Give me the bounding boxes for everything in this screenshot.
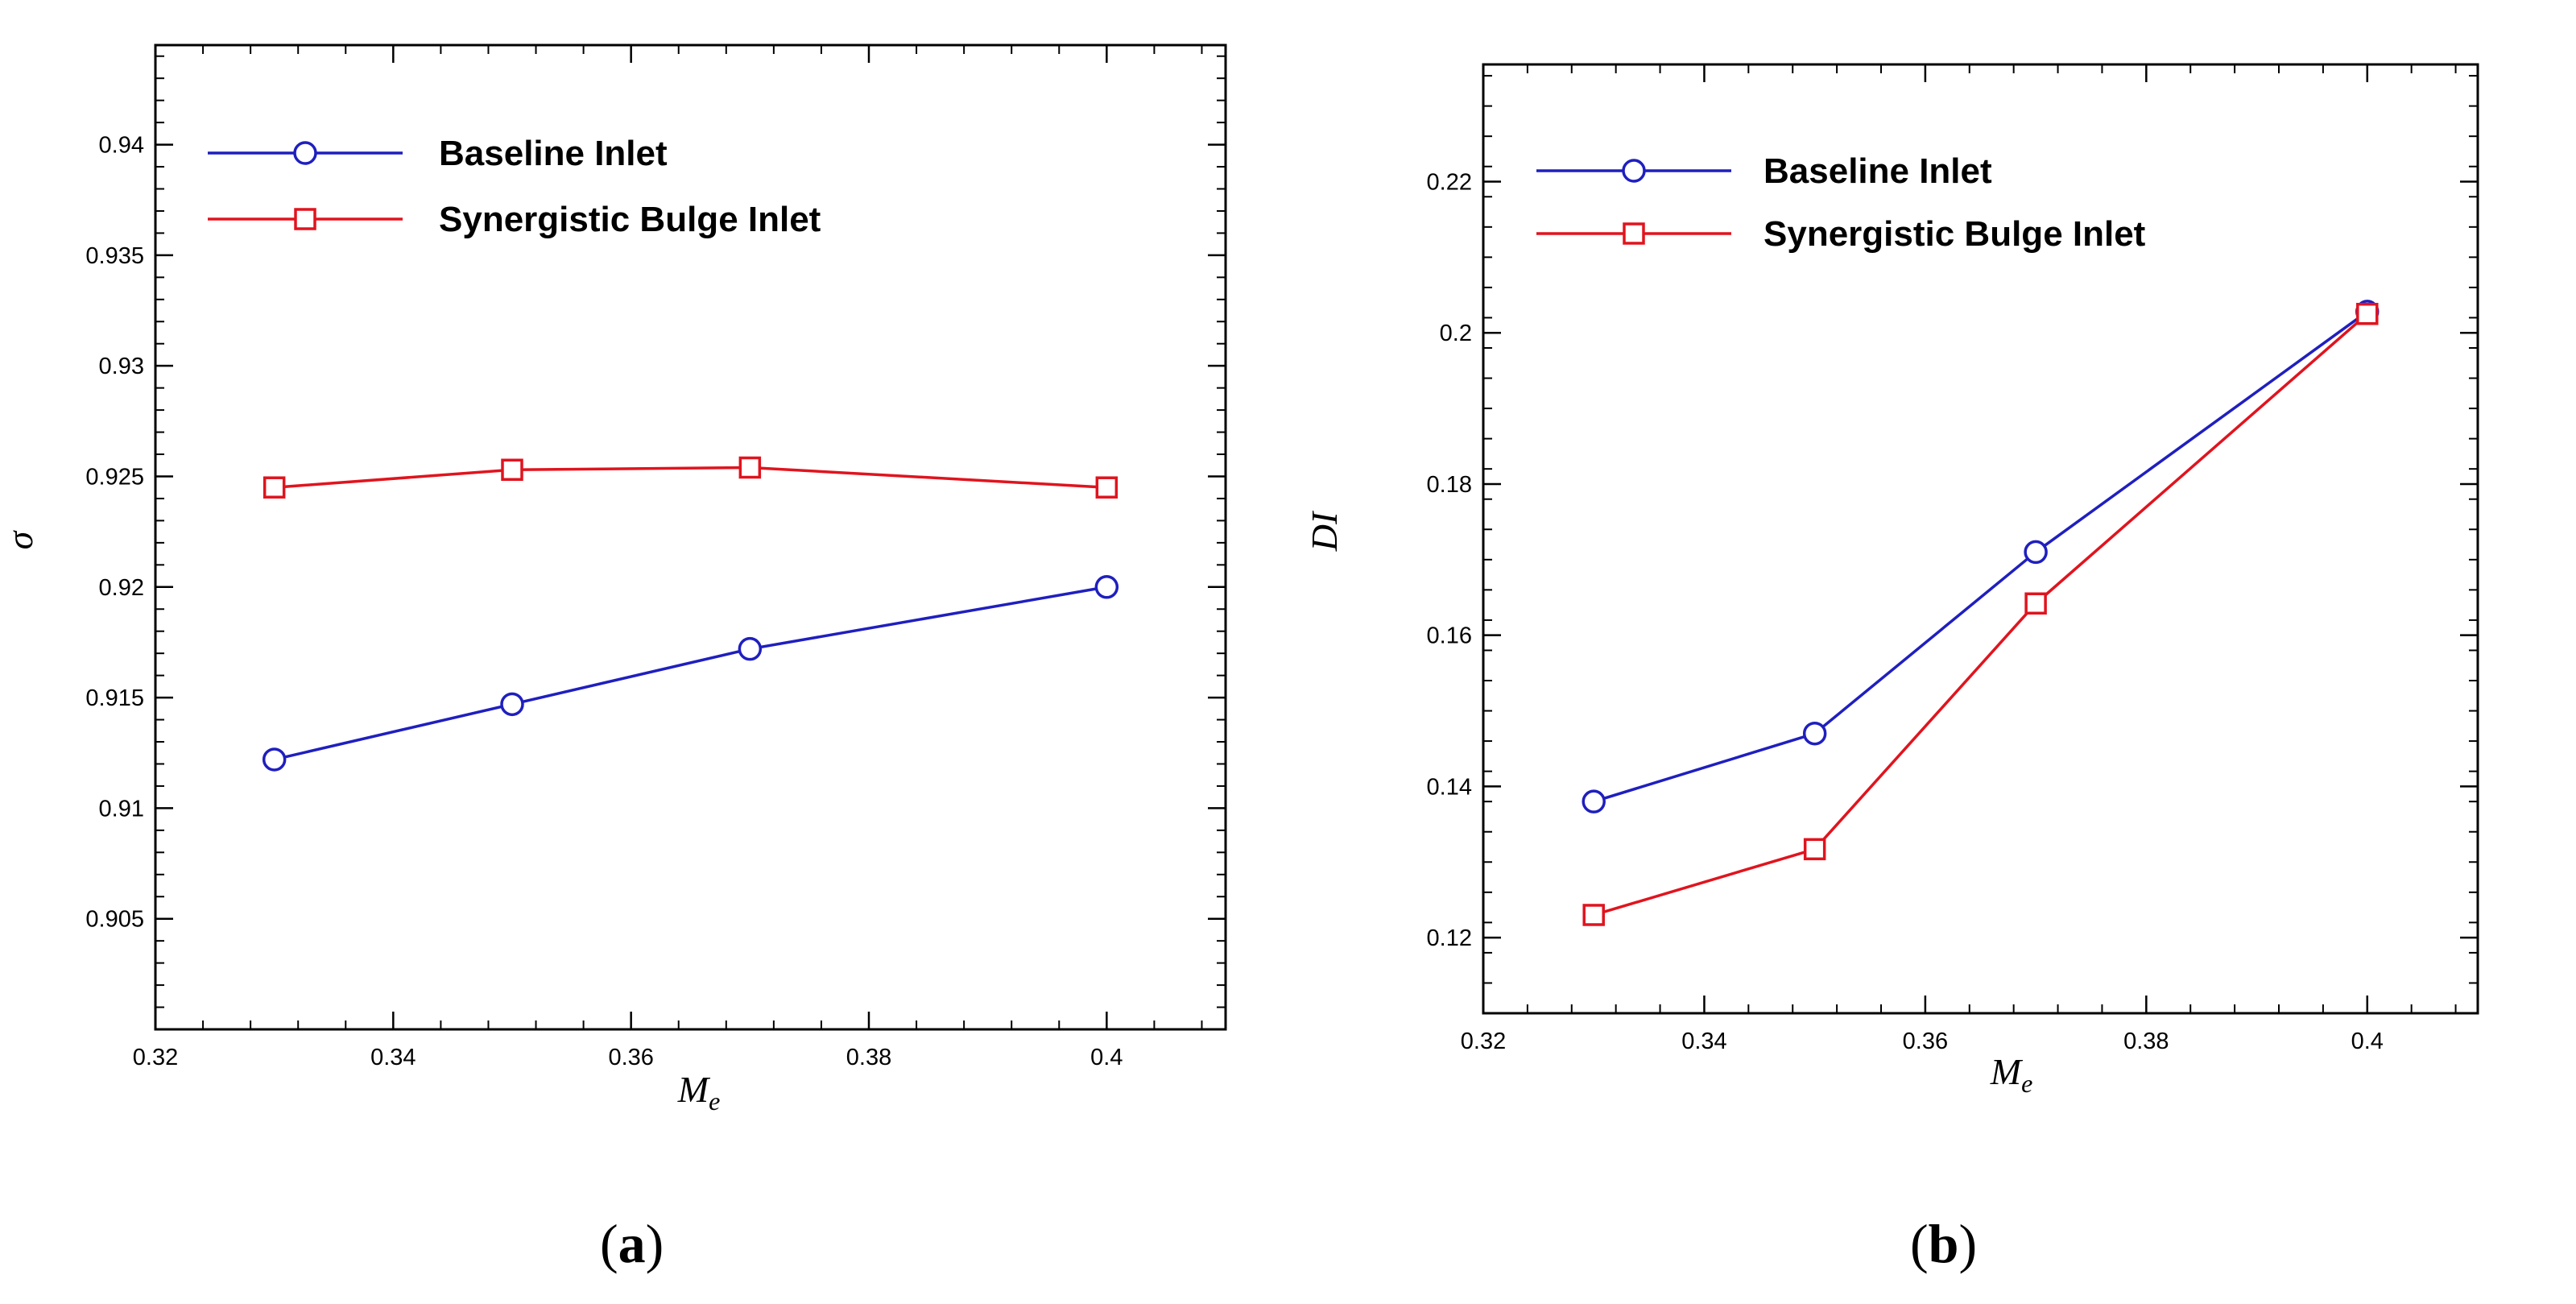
y-tick-label-a: 0.925: [85, 464, 144, 490]
x-tick-label-a: 0.34: [370, 1045, 416, 1070]
plot-frame-a: [154, 43, 1227, 1031]
y-tick-label-a: 0.935: [85, 243, 144, 269]
y-tick-label-a: 0.91: [99, 796, 144, 822]
series-line-a-0: [274, 586, 1107, 761]
chart-panel-a: 0.905 0.91 0.915 0.92 0.925 0.93 0.935 0.94 0.32…: [0, 43, 1227, 1274]
x-tick-label-a: 0.4: [1090, 1045, 1123, 1070]
series-line-a-1: [274, 466, 1107, 489]
y-tick-label-b: 0.16: [1427, 623, 1472, 649]
x-axis-title-a: Me: [677, 1069, 721, 1116]
x-tick-label-a: 0.32: [133, 1045, 178, 1070]
y-tick-label-a: 0.915: [85, 685, 144, 711]
x-tick-label-b: 0.36: [1903, 1029, 1948, 1054]
x-axis-title-subscript-b: e: [2021, 1069, 2032, 1098]
data-point-a-0: [738, 636, 763, 661]
y-tick-label-b: 0.2: [1440, 321, 1472, 346]
y-tick-label-a: 0.94: [99, 133, 144, 159]
y-axis-title-a: σ: [0, 529, 40, 549]
y-axis-title-b: DI: [1304, 510, 1345, 552]
y-tick-label-a: 0.905: [85, 907, 144, 933]
y-tick-label-b: 0.12: [1427, 925, 1472, 951]
x-tick-label-a: 0.38: [846, 1045, 891, 1070]
caption-b: (b): [1910, 1213, 1978, 1274]
x-axis-title-subscript-a: e: [709, 1087, 720, 1116]
legend-marker-b-0: [1622, 159, 1646, 183]
legend-marker-a-0: [293, 141, 317, 165]
y-tick-label-a: 0.93: [99, 354, 144, 379]
legend-marker-b-1: [1623, 222, 1645, 245]
data-point-a-1: [263, 476, 286, 499]
legend-marker-a-1: [294, 208, 316, 230]
data-point-b-1: [1803, 838, 1826, 861]
data-point-a-1: [738, 456, 762, 479]
data-point-b-0: [2024, 540, 2048, 565]
x-tick-label-b: 0.34: [1681, 1029, 1726, 1054]
series-line-b-1: [1593, 313, 2368, 917]
x-tick-label-b: 0.38: [2123, 1029, 2169, 1054]
y-tick-label-b: 0.22: [1427, 169, 1472, 195]
legend-label-b-1: Synergistic Bulge Inlet: [1764, 214, 2146, 254]
data-point-b-1: [2024, 592, 2047, 615]
legend-label-b-0: Baseline Inlet: [1764, 151, 1992, 191]
data-point-a-0: [500, 692, 524, 717]
x-tick-label-a: 0.36: [608, 1045, 653, 1070]
data-point-a-0: [1094, 575, 1119, 599]
series-line-b-0: [1593, 310, 2368, 803]
y-tick-label-a: 0.92: [99, 575, 144, 601]
caption-a-letter: a: [618, 1213, 646, 1274]
caption-a: (a): [600, 1213, 664, 1274]
chart-a: 0.905 0.91 0.915 0.92 0.925 0.93 0.935 0.94 0.32…: [0, 43, 1227, 1116]
legend-label-a-1: Synergistic Bulge Inlet: [439, 200, 821, 239]
data-point-b-1: [2356, 303, 2379, 325]
legend-label-a-0: Baseline Inlet: [439, 134, 668, 173]
caption-b-letter: b: [1928, 1213, 1959, 1274]
data-point-b-0: [1802, 721, 1827, 746]
data-point-a-1: [1095, 476, 1118, 499]
data-point-a-1: [501, 458, 523, 481]
data-point-b-1: [1582, 904, 1605, 926]
y-tick-label-b: 0.14: [1427, 774, 1472, 800]
x-axis-title-b: Me: [1990, 1051, 2033, 1098]
chart-panel-b: 0.12 0.14 0.16 0.18 0.2 0.22 0.32 0.34 0.36 0.38 0…: [1288, 0, 2576, 1304]
data-point-a-0: [262, 747, 287, 772]
x-tick-label-b: 0.32: [1461, 1029, 1506, 1054]
x-tick-label-b: 0.4: [2351, 1029, 2384, 1054]
plot-frame-b: [1482, 63, 2479, 1015]
data-point-b-0: [1582, 789, 1606, 813]
chart-b: 0.12 0.14 0.16 0.18 0.2 0.22 0.32 0.34 0.36 0.38 0…: [1304, 63, 2479, 1098]
y-tick-label-b: 0.18: [1427, 472, 1472, 498]
